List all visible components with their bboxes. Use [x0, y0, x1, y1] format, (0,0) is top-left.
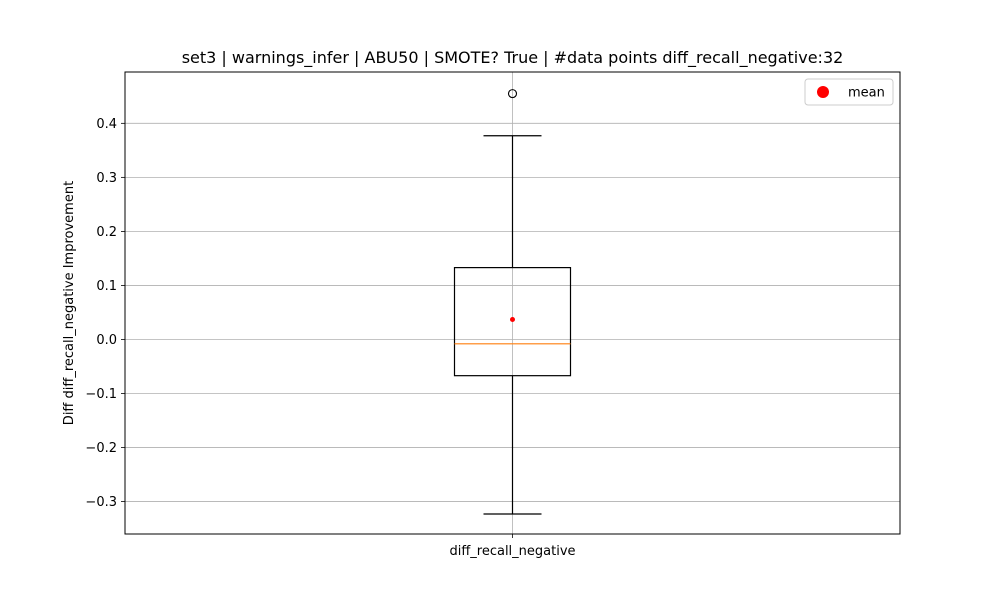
y-tick-label: 0.3	[96, 171, 117, 186]
legend: mean	[804, 78, 894, 106]
mean-point	[510, 316, 515, 322]
y-tick-label: −0.1	[85, 387, 117, 402]
outlier-point	[507, 89, 518, 99]
y-tick-label: 0.4	[96, 117, 117, 132]
x-tick-label: diff_recall_negative	[449, 544, 575, 559]
y-tick-label: −0.3	[85, 495, 117, 510]
plot-frame	[124, 71, 901, 535]
legend-mean-marker	[817, 86, 829, 98]
chart-title: set3 | warnings_infer | ABU50 | SMOTE? T…	[182, 48, 844, 68]
y-axis-label: Diff diff_recall_negative Improvement	[62, 181, 77, 425]
x-axis-ticks: diff_recall_negative	[449, 534, 576, 559]
iqr-box	[453, 267, 572, 377]
legend-mean-label: mean	[848, 86, 885, 101]
box-series	[453, 89, 572, 515]
y-tick-label: 0.1	[96, 279, 117, 294]
y-tick-label: 0.0	[96, 333, 117, 348]
y-tick-label: 0.2	[96, 225, 117, 240]
y-tick-label: −0.2	[85, 441, 117, 456]
y-axis-ticks: −0.3 −0.2 −0.1 0.0 0.1 0.2 0.3 0.4	[85, 117, 125, 510]
legend-box	[804, 78, 894, 106]
